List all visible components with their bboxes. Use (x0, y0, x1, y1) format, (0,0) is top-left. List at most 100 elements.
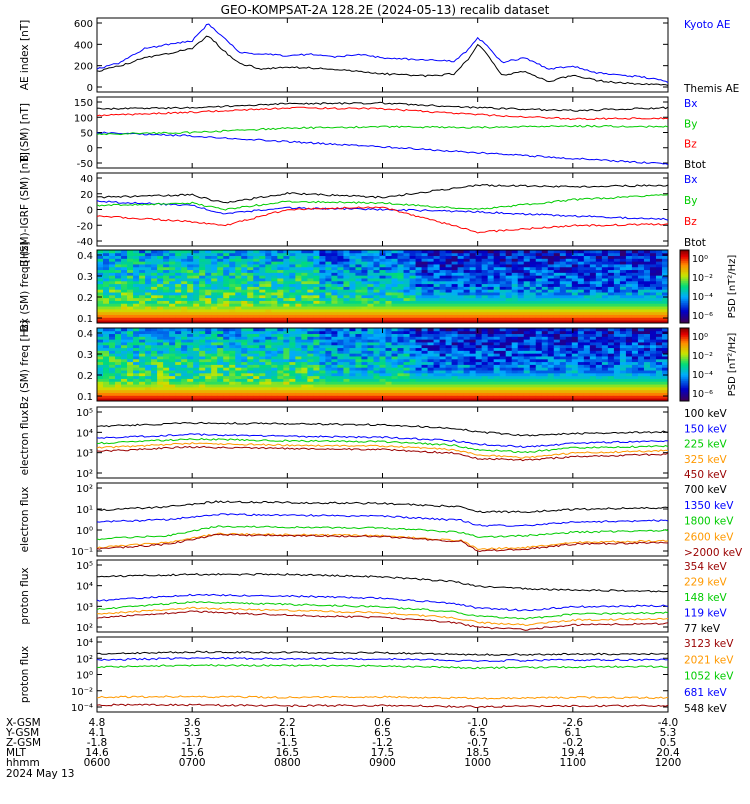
panel-5-cell (229, 387, 235, 390)
panel-5-cell (596, 339, 602, 342)
panel-5-cell (422, 390, 428, 393)
panel-4-cell (157, 303, 163, 306)
panel-5-cell (626, 384, 632, 387)
panel-4-cell (181, 298, 187, 301)
panel-4-cell (452, 315, 458, 318)
panel-5-cell (584, 387, 590, 390)
panel-4-cell (361, 306, 367, 309)
panel-5-cell (109, 373, 115, 376)
panel-5-cell (524, 334, 530, 337)
panel-5-cell (163, 348, 169, 351)
panel-4-cell (518, 287, 524, 290)
panel-4-cell (638, 258, 644, 261)
panel-4-cell (175, 281, 181, 284)
panel-5-cell (109, 350, 115, 353)
panel-5-cell (452, 384, 458, 387)
panel-5-cell (253, 356, 259, 359)
panel-4-cell (109, 281, 115, 284)
panel-4-cell (163, 317, 169, 320)
panel-5-cell (115, 390, 121, 393)
panel-5-cell (578, 395, 584, 398)
panel-4-cell (337, 261, 343, 264)
panel-5-cell (404, 362, 410, 365)
panel-5-cell (247, 373, 253, 376)
panel-4-cell (410, 315, 416, 318)
panel-4-cell (416, 309, 422, 312)
panel-5-cell (542, 393, 548, 396)
panel-4-cell (662, 298, 668, 301)
panel-4-cell (229, 317, 235, 320)
panel-4-cell (367, 312, 373, 315)
panel-5-cell (482, 373, 488, 376)
panel-4-cell (247, 289, 253, 292)
panel-5-cell (500, 376, 506, 379)
panel-5-cell (614, 390, 620, 393)
panel-5-cell (253, 379, 259, 382)
panel-5-cell (620, 387, 626, 390)
panel-4-cell (560, 315, 566, 318)
panel-5-cell (127, 342, 133, 345)
panel-5-cell (343, 356, 349, 359)
panel-5-cell (608, 362, 614, 365)
panel-5-cell (289, 356, 295, 359)
panel-4-cell (217, 306, 223, 309)
panel-4-cell (259, 264, 265, 267)
panel-4-cell (319, 272, 325, 275)
panel-5-cell (440, 370, 446, 373)
panel-4-cell (476, 306, 482, 309)
panel-5-cell (181, 348, 187, 351)
panel-5-cell (410, 356, 416, 359)
panel-5-cell (145, 350, 151, 353)
panel-4-cell (470, 270, 476, 273)
panel-4-cell (578, 275, 584, 278)
panel-4-cell (265, 267, 271, 270)
panel-4-cell (199, 261, 205, 264)
panel-5-cell (361, 395, 367, 398)
panel-5-cell (127, 381, 133, 384)
panel-5-cell (307, 356, 313, 359)
panel-4-cell (386, 272, 392, 275)
panel-4-cell (464, 278, 470, 281)
panel-4-cell (512, 272, 518, 275)
panel-4-cell (662, 312, 668, 315)
panel-4-cell (578, 306, 584, 309)
panel-5-cell (205, 362, 211, 365)
panel-4-cell (470, 278, 476, 281)
panel-4-cell (506, 306, 512, 309)
panel-4-cell (638, 312, 644, 315)
panel-5-cell (386, 373, 392, 376)
panel-5-cell (566, 353, 572, 356)
panel-4-cell (494, 272, 500, 275)
panel-4-cell (283, 275, 289, 278)
panel-4-cell (644, 284, 650, 287)
panel-4-cell (379, 301, 385, 304)
panel-5-cell (331, 395, 337, 398)
panel-4-cell (103, 264, 109, 267)
panel-5-cell (584, 395, 590, 398)
panel-4-cell (127, 317, 133, 320)
panel-4-cell (319, 270, 325, 273)
panel-4-cell (422, 306, 428, 309)
panel-4-cell (139, 270, 145, 273)
panel-5-cell (223, 390, 229, 393)
panel-5-cell (428, 339, 434, 342)
panel-4-cell (265, 295, 271, 298)
panel-5-cell (632, 376, 638, 379)
panel-4-cell (121, 264, 127, 267)
panel-4-cell (121, 303, 127, 306)
panel-4-cell (331, 281, 337, 284)
panel-5-cell (572, 381, 578, 384)
panel-4-cell (584, 272, 590, 275)
panel-4-cell (175, 275, 181, 278)
panel-5-cell (470, 393, 476, 396)
panel-4-cell (596, 298, 602, 301)
panel-5-cell (349, 342, 355, 345)
panel-4-cell (169, 281, 175, 284)
panel-5-cell (103, 356, 109, 359)
panel-4-cell (530, 292, 536, 295)
panel-5-cell (181, 365, 187, 368)
panel-4-cell (145, 258, 151, 261)
panel-4-cell (133, 315, 139, 318)
panel-4-cell (470, 258, 476, 261)
panel-4-cell (512, 317, 518, 320)
